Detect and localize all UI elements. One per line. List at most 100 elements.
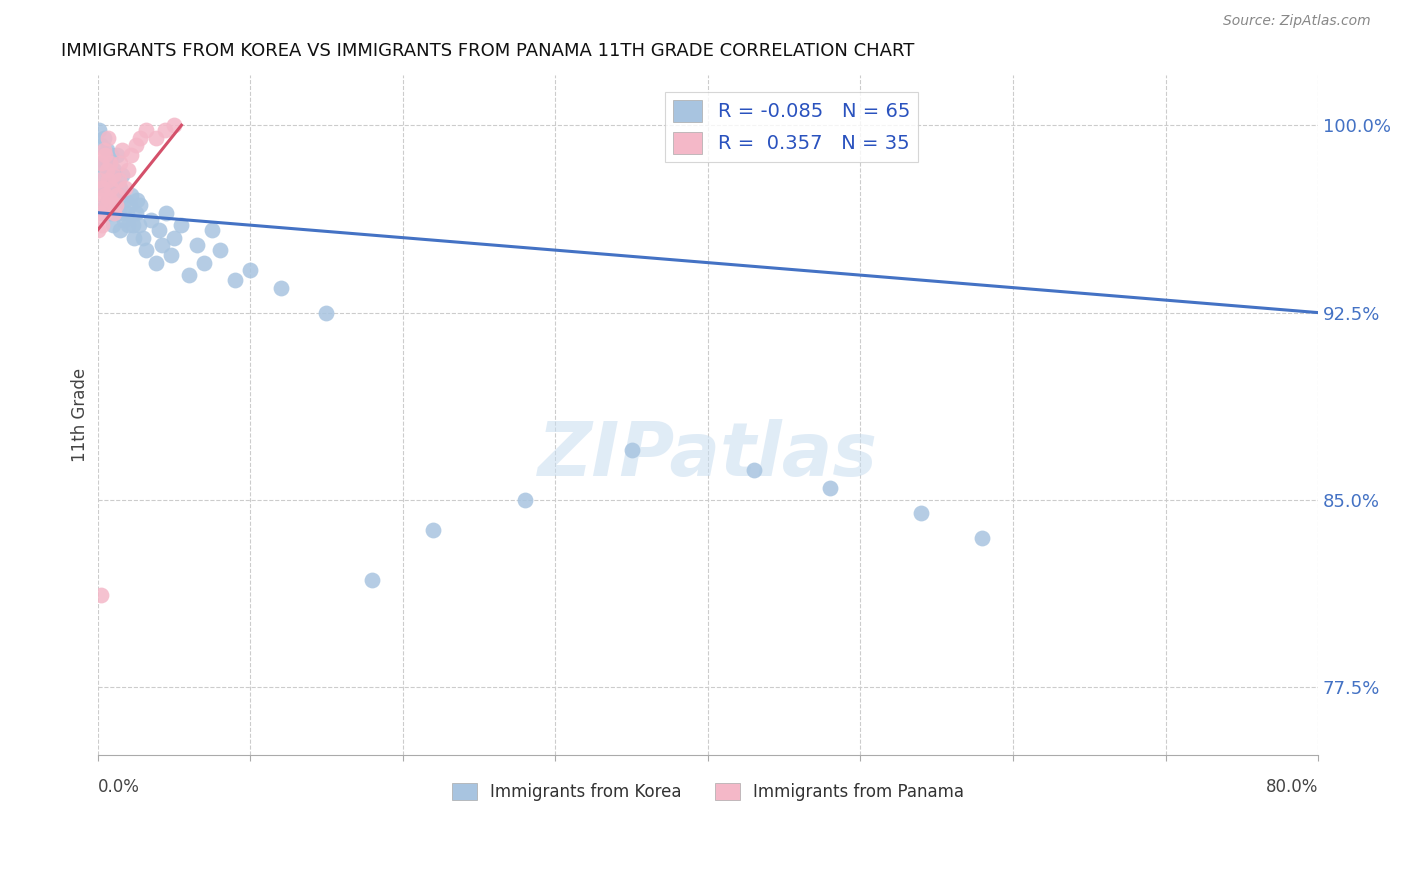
- Point: [115, 205, 138, 219]
- Point: [91, 180, 114, 194]
- Point: [121, 218, 143, 232]
- Y-axis label: 11th Grade: 11th Grade: [72, 368, 89, 462]
- Point: [361, 573, 384, 587]
- Point: [103, 205, 125, 219]
- Point: [422, 523, 444, 537]
- Point: [96, 143, 118, 157]
- Point: [90, 155, 112, 169]
- Point: [111, 168, 134, 182]
- Point: [93, 205, 115, 219]
- Point: [179, 268, 201, 282]
- Point: [96, 163, 118, 178]
- Point: [170, 218, 193, 232]
- Point: [110, 180, 132, 194]
- Point: [239, 263, 262, 277]
- Point: [112, 213, 135, 227]
- Point: [86, 223, 108, 237]
- Point: [742, 463, 765, 477]
- Point: [114, 180, 136, 194]
- Point: [163, 230, 186, 244]
- Point: [186, 238, 208, 252]
- Point: [125, 205, 148, 219]
- Point: [818, 481, 841, 495]
- Point: [94, 148, 117, 162]
- Point: [620, 443, 643, 458]
- Point: [108, 173, 131, 187]
- Point: [104, 198, 127, 212]
- Point: [87, 173, 110, 187]
- Point: [93, 143, 115, 157]
- Point: [193, 255, 215, 269]
- Point: [120, 188, 142, 202]
- Point: [100, 188, 122, 202]
- Point: [110, 155, 132, 169]
- Point: [128, 218, 150, 232]
- Point: [96, 180, 118, 194]
- Point: [145, 130, 167, 145]
- Point: [90, 588, 112, 602]
- Point: [163, 118, 186, 132]
- Point: [107, 188, 129, 202]
- Point: [91, 155, 114, 169]
- Point: [87, 123, 110, 137]
- Point: [93, 168, 115, 182]
- Point: [100, 148, 122, 162]
- Point: [155, 205, 177, 219]
- Point: [135, 123, 157, 137]
- Point: [98, 205, 121, 219]
- Point: [148, 223, 170, 237]
- Text: 0.0%: 0.0%: [97, 779, 139, 797]
- Point: [208, 243, 231, 257]
- Point: [98, 193, 121, 207]
- Point: [132, 230, 155, 244]
- Point: [91, 218, 114, 232]
- Point: [111, 143, 134, 157]
- Point: [93, 130, 115, 145]
- Point: [110, 223, 132, 237]
- Point: [910, 506, 932, 520]
- Point: [91, 180, 114, 194]
- Point: [107, 148, 129, 162]
- Point: [90, 138, 112, 153]
- Point: [97, 193, 120, 207]
- Point: [145, 255, 167, 269]
- Point: [114, 193, 136, 207]
- Point: [97, 130, 120, 145]
- Point: [98, 173, 121, 187]
- Point: [201, 223, 224, 237]
- Point: [135, 243, 157, 257]
- Point: [315, 305, 337, 319]
- Point: [101, 168, 124, 182]
- Point: [96, 198, 118, 212]
- Point: [120, 148, 142, 162]
- Point: [224, 273, 246, 287]
- Point: [118, 198, 141, 212]
- Point: [513, 493, 536, 508]
- Point: [127, 193, 149, 207]
- Point: [117, 218, 139, 232]
- Point: [98, 155, 121, 169]
- Legend: R = -0.085   N = 65, R =  0.357   N = 35: R = -0.085 N = 65, R = 0.357 N = 35: [665, 92, 918, 162]
- Point: [159, 248, 181, 262]
- Point: [150, 238, 173, 252]
- Point: [97, 163, 120, 178]
- Point: [100, 180, 122, 194]
- Point: [139, 213, 162, 227]
- Point: [107, 188, 129, 202]
- Text: Source: ZipAtlas.com: Source: ZipAtlas.com: [1223, 14, 1371, 28]
- Point: [94, 155, 117, 169]
- Point: [108, 205, 131, 219]
- Point: [153, 123, 176, 137]
- Point: [104, 198, 127, 212]
- Text: 80.0%: 80.0%: [1265, 779, 1319, 797]
- Point: [270, 280, 292, 294]
- Point: [94, 188, 117, 202]
- Point: [129, 198, 152, 212]
- Point: [125, 138, 148, 153]
- Point: [101, 218, 124, 232]
- Text: IMMIGRANTS FROM KOREA VS IMMIGRANTS FROM PANAMA 11TH GRADE CORRELATION CHART: IMMIGRANTS FROM KOREA VS IMMIGRANTS FROM…: [60, 42, 914, 60]
- Text: ZIPatlas: ZIPatlas: [538, 419, 877, 492]
- Point: [103, 163, 125, 178]
- Point: [90, 193, 112, 207]
- Point: [97, 173, 120, 187]
